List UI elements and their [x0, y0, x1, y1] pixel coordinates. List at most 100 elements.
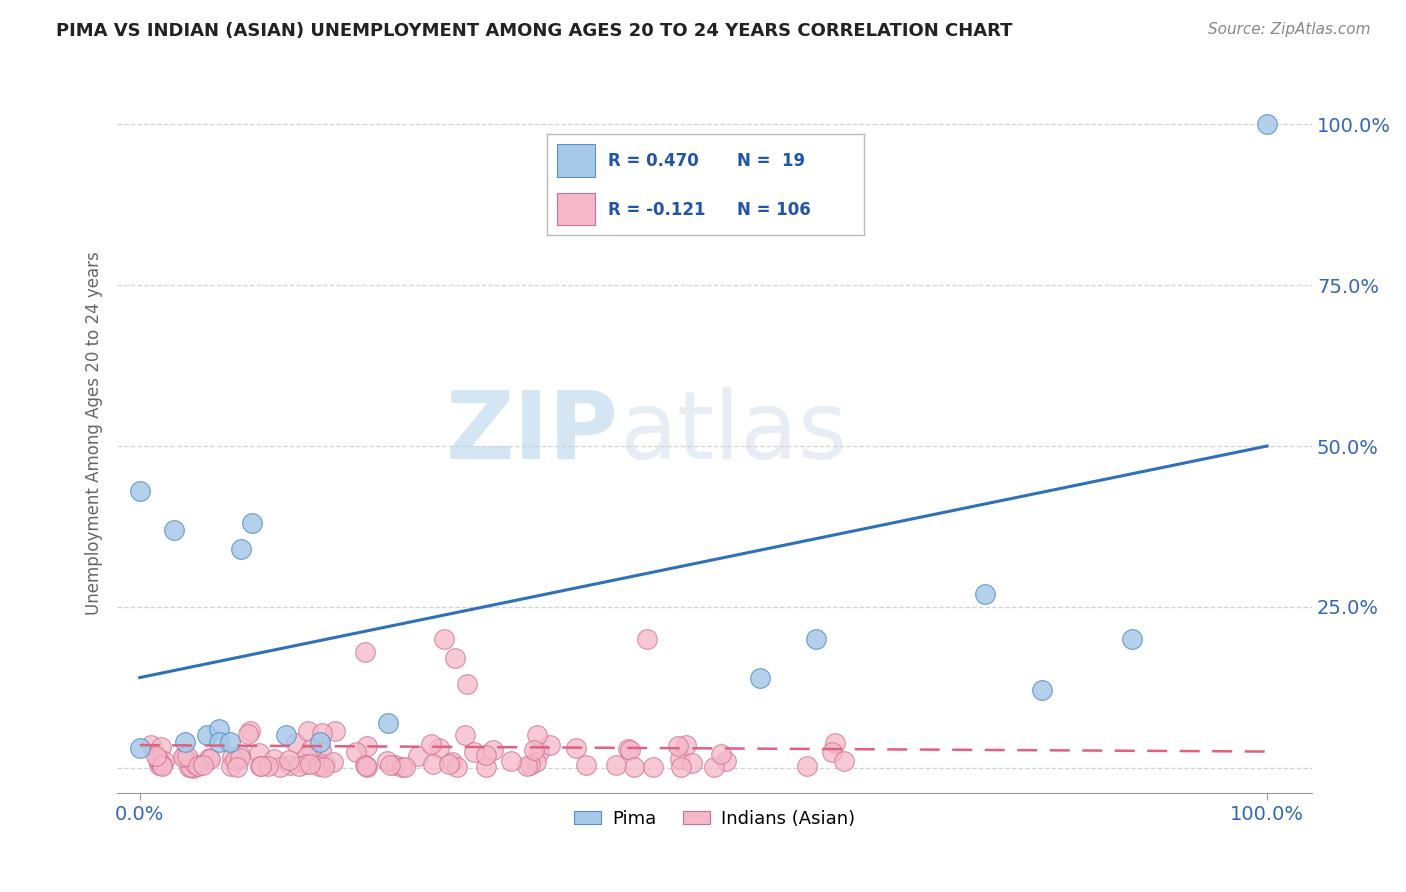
Point	[482, 743, 505, 757]
Point	[565, 741, 588, 756]
Point	[675, 738, 697, 752]
Point	[280, 758, 302, 772]
Point	[242, 516, 264, 531]
Point	[377, 715, 399, 730]
Point	[391, 759, 413, 773]
Point	[463, 745, 485, 759]
Point	[287, 759, 309, 773]
Point	[824, 736, 846, 750]
Point	[195, 729, 218, 743]
Point	[236, 727, 259, 741]
Point	[619, 743, 641, 757]
Point	[682, 756, 704, 770]
Point	[150, 739, 173, 754]
Point	[269, 759, 291, 773]
Point	[714, 754, 737, 768]
Point	[177, 760, 200, 774]
Point	[703, 760, 725, 774]
Point	[427, 741, 450, 756]
Text: ZIP: ZIP	[446, 387, 619, 479]
Point	[748, 671, 770, 685]
Point	[229, 747, 252, 762]
Point	[139, 738, 162, 752]
Point	[671, 760, 693, 774]
Point	[1256, 118, 1278, 132]
Point	[145, 749, 167, 764]
Point	[475, 760, 498, 774]
Point	[193, 758, 215, 772]
Point	[224, 753, 246, 767]
Point	[173, 735, 195, 749]
Legend: Pima, Indians (Asian): Pima, Indians (Asian)	[567, 802, 862, 835]
Point	[422, 757, 444, 772]
Point	[148, 758, 170, 772]
Point	[575, 758, 598, 772]
Point	[172, 750, 194, 764]
Point	[128, 741, 150, 756]
Point	[641, 760, 664, 774]
Point	[354, 759, 377, 773]
Point	[298, 757, 321, 772]
Point	[796, 759, 818, 773]
Point	[198, 751, 221, 765]
Point	[128, 484, 150, 499]
Point	[278, 753, 301, 767]
Point	[308, 759, 330, 773]
Text: Source: ZipAtlas.com: Source: ZipAtlas.com	[1208, 22, 1371, 37]
Point	[149, 756, 172, 770]
Point	[344, 745, 367, 759]
Point	[250, 759, 273, 773]
Point	[356, 760, 378, 774]
Point	[538, 738, 561, 752]
Point	[284, 736, 307, 750]
Y-axis label: Unemployment Among Ages 20 to 24 years: Unemployment Among Ages 20 to 24 years	[86, 252, 103, 615]
Point	[323, 724, 346, 739]
Point	[180, 760, 202, 774]
Point	[146, 752, 169, 766]
Point	[804, 632, 827, 646]
Point	[974, 587, 997, 601]
Point	[208, 735, 231, 749]
Point	[832, 754, 855, 768]
Point	[309, 742, 332, 756]
Point	[247, 746, 270, 760]
Point	[322, 755, 344, 769]
Point	[184, 757, 207, 772]
Point	[710, 747, 733, 761]
Point	[249, 759, 271, 773]
Point	[666, 739, 689, 753]
Point	[636, 632, 658, 646]
Point	[408, 749, 430, 764]
Point	[354, 645, 377, 659]
Point	[295, 749, 318, 764]
Point	[162, 523, 184, 537]
Point	[152, 759, 174, 773]
Point	[354, 758, 377, 772]
Point	[183, 760, 205, 774]
Point	[456, 677, 478, 691]
Point	[295, 756, 318, 771]
Point	[623, 759, 645, 773]
Point	[221, 749, 243, 764]
Point	[229, 751, 252, 765]
Point	[524, 755, 547, 769]
Point	[433, 632, 456, 646]
Point	[314, 757, 336, 772]
Point	[219, 735, 242, 749]
Point	[1121, 632, 1143, 646]
Point	[1031, 683, 1053, 698]
Point	[221, 759, 243, 773]
Point	[441, 756, 464, 770]
Point	[356, 739, 378, 754]
Point	[150, 757, 173, 772]
Point	[501, 754, 523, 768]
Point	[605, 757, 627, 772]
Point	[231, 541, 253, 556]
Point	[444, 651, 467, 665]
Point	[516, 759, 538, 773]
Point	[200, 752, 222, 766]
Point	[375, 754, 398, 768]
Point	[297, 724, 319, 739]
Point	[225, 760, 247, 774]
Point	[821, 745, 844, 759]
